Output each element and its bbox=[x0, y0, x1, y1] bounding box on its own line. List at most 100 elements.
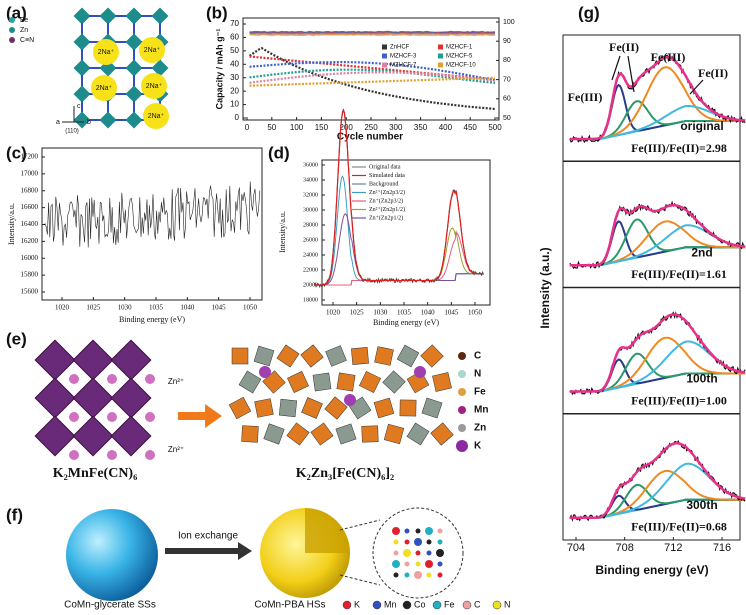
fit-curve bbox=[314, 108, 484, 286]
ratio-label: Fe(III)/Fe(II)=2.98 bbox=[631, 141, 727, 155]
octahedron bbox=[125, 7, 143, 25]
component-curve bbox=[569, 340, 746, 393]
atom bbox=[392, 527, 400, 535]
octahedron bbox=[34, 415, 76, 457]
y-tick-label: 32000 bbox=[303, 192, 318, 198]
octahedron bbox=[73, 7, 91, 25]
atom bbox=[415, 561, 421, 567]
y-tick-label: 50 bbox=[503, 115, 511, 122]
polyhedron bbox=[312, 372, 332, 392]
octahedron bbox=[34, 377, 76, 419]
ion-label: 2Na⁺ bbox=[96, 85, 113, 92]
legend-label: Zn bbox=[20, 27, 28, 34]
x-tick-label: 1025 bbox=[86, 304, 101, 312]
octahedron bbox=[125, 59, 143, 77]
spectrum bbox=[44, 181, 261, 248]
x-tick-label: 1045 bbox=[444, 309, 459, 317]
x-tick-label: 1050 bbox=[243, 304, 258, 312]
x-tick-label: 1030 bbox=[118, 304, 133, 312]
legend-swatch bbox=[438, 62, 443, 68]
y-tick-label: 22000 bbox=[303, 267, 318, 273]
panel-label: (b) bbox=[206, 3, 228, 22]
octahedron bbox=[34, 339, 76, 381]
efficiency-curve bbox=[249, 33, 495, 37]
panel-label: (d) bbox=[268, 143, 290, 162]
y-tick-label: 70 bbox=[503, 76, 511, 83]
legend-swatch bbox=[382, 53, 387, 59]
polyhedron bbox=[254, 398, 274, 418]
x-tick-label: 1020 bbox=[55, 304, 70, 312]
capacity-curve bbox=[249, 61, 496, 82]
y-tick-label: 50 bbox=[230, 46, 239, 55]
data-curve bbox=[569, 200, 746, 270]
y-tick-label: 16400 bbox=[21, 220, 39, 228]
y-tick-label: 34000 bbox=[303, 177, 318, 183]
y-tick-label: 60 bbox=[503, 96, 511, 103]
polyhedron bbox=[382, 370, 406, 394]
y-axis-label: Capacity / mAh g⁻¹ bbox=[214, 29, 224, 110]
polyhedron bbox=[336, 372, 356, 392]
atom bbox=[69, 450, 79, 460]
polyhedron bbox=[358, 370, 382, 394]
polyhedron bbox=[351, 347, 369, 365]
legend-label: MZHCF-10 bbox=[446, 63, 476, 69]
sample-name: 300th bbox=[686, 498, 717, 512]
legend-swatch bbox=[438, 53, 443, 59]
octahedron bbox=[151, 7, 169, 25]
capacity-curve bbox=[248, 46, 496, 111]
octahedron bbox=[110, 339, 152, 381]
component-curve bbox=[314, 213, 484, 286]
ion-label: 2Na⁺ bbox=[144, 47, 161, 54]
legend-dot bbox=[458, 424, 466, 432]
legend-dot bbox=[9, 17, 15, 23]
atom bbox=[414, 366, 426, 378]
legend-label: MZHCF-1 bbox=[446, 45, 473, 51]
x-tick-label: 1035 bbox=[149, 304, 164, 312]
atom bbox=[107, 374, 117, 384]
legend-label: MZHCF-7 bbox=[390, 63, 417, 69]
atom bbox=[404, 528, 410, 534]
atom bbox=[415, 528, 421, 534]
y-tick-label: 10 bbox=[230, 100, 239, 109]
atom bbox=[259, 366, 271, 378]
zoom-line bbox=[339, 519, 381, 531]
x-tick-label: 150 bbox=[315, 123, 329, 132]
polyhedron bbox=[361, 425, 379, 443]
peak-label: Fe(III) bbox=[568, 90, 603, 104]
x-axis-label: Binding energy (eV) bbox=[373, 318, 439, 327]
atom bbox=[107, 450, 117, 460]
legend-label: K bbox=[354, 599, 360, 609]
octahedron bbox=[125, 85, 143, 103]
x-tick-label: 1050 bbox=[468, 309, 483, 317]
legend-dot bbox=[402, 600, 412, 610]
na-ion bbox=[93, 39, 119, 65]
peak-label: Fe(II) bbox=[609, 40, 639, 54]
legend-dot bbox=[342, 600, 352, 610]
atom bbox=[145, 412, 155, 422]
legend-label: Background bbox=[369, 181, 398, 187]
polyhedron bbox=[301, 397, 323, 419]
polyhedron bbox=[430, 422, 454, 446]
atom bbox=[145, 450, 155, 460]
legend-label: Mn bbox=[384, 599, 397, 609]
polyhedron bbox=[231, 347, 249, 365]
legend-dot bbox=[432, 600, 442, 610]
octahedron bbox=[72, 415, 114, 457]
atom bbox=[436, 549, 444, 557]
octahedron bbox=[72, 339, 114, 381]
component-curve bbox=[569, 220, 746, 267]
atom bbox=[404, 561, 410, 567]
polyhedron bbox=[325, 345, 347, 367]
plot-frame bbox=[321, 159, 491, 306]
fit-curve bbox=[569, 442, 746, 519]
y-tick-label: 26000 bbox=[303, 237, 318, 243]
polyhedron bbox=[421, 397, 443, 419]
atom bbox=[393, 572, 399, 578]
capacity-curve bbox=[249, 76, 496, 87]
legend-label: C bbox=[474, 599, 481, 609]
ratio-label: Fe(III)/Fe(II)=0.68 bbox=[631, 520, 727, 534]
ratio-label: Fe(III)/Fe(II)=1.61 bbox=[631, 267, 727, 281]
octahedron bbox=[73, 33, 91, 51]
legend-label: Mn bbox=[474, 405, 488, 416]
x-axis-label: Binding energy (eV) bbox=[119, 315, 185, 324]
